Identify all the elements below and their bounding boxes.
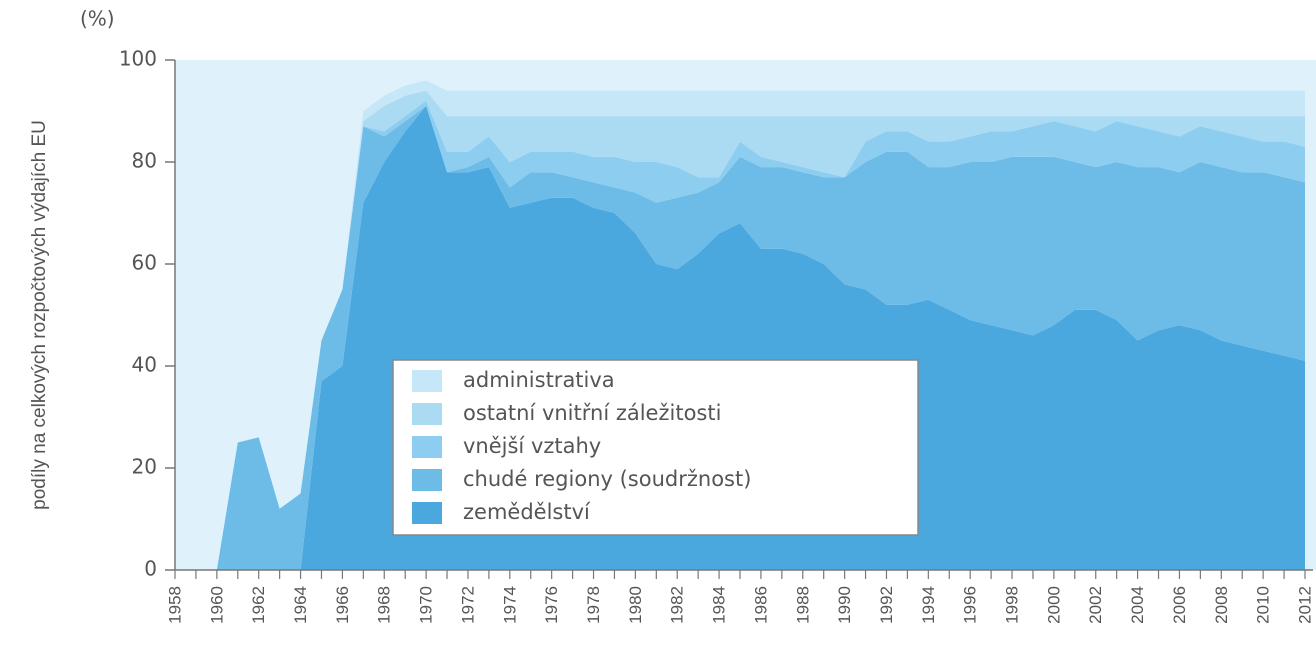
x-tick-label: 1994 xyxy=(919,586,938,624)
x-tick-label: 1978 xyxy=(584,586,603,624)
x-tick-label: 1968 xyxy=(375,586,394,624)
x-tick-label: 1986 xyxy=(751,586,770,624)
x-tick-label: 2006 xyxy=(1170,586,1189,624)
x-tick-label: 1966 xyxy=(333,586,352,624)
legend-swatch xyxy=(412,469,442,491)
y-tick-label: 40 xyxy=(132,353,157,377)
area xyxy=(175,100,1305,571)
x-tick-label: 2008 xyxy=(1212,586,1231,624)
y-tick-label: 0 xyxy=(144,557,157,581)
x-tick-label: 1998 xyxy=(1003,586,1022,624)
y-tick-label: 20 xyxy=(132,455,157,479)
y-unit: (%) xyxy=(80,7,115,31)
x-tick-label: 1958 xyxy=(165,586,184,624)
x-tick-label: 2002 xyxy=(1086,586,1105,624)
legend-label: zemědělství xyxy=(463,500,591,524)
legend-label: vnější vztahy xyxy=(463,434,601,458)
x-tick-label: 1984 xyxy=(710,586,729,624)
x-tick-label: 1962 xyxy=(249,586,268,624)
x-tick-label: 1992 xyxy=(877,586,896,624)
legend-swatch xyxy=(412,436,442,458)
legend: administrativa ostatní vnitřní záležitost… xyxy=(392,359,919,536)
x-tick-label: 2012 xyxy=(1295,586,1314,624)
x-tick-label: 1976 xyxy=(542,586,561,624)
x-tick-label: 1980 xyxy=(626,586,645,624)
legend-swatch xyxy=(412,502,442,524)
legend-label: ostatní vnitřní záležitosti xyxy=(463,401,721,425)
y-axis-label: podíly na celkových rozpočtových výdajíc… xyxy=(29,120,50,510)
legend-label: chudé regiony (soudržnost) xyxy=(463,467,751,491)
x-tick-label: 1970 xyxy=(417,586,436,624)
x-tick-label: 1990 xyxy=(835,586,854,624)
legend-box xyxy=(392,359,919,536)
x-tick-label: 2010 xyxy=(1254,586,1273,624)
legend-swatch xyxy=(412,403,442,425)
x-tick-label: 1974 xyxy=(500,586,519,624)
area xyxy=(175,105,1305,571)
x-tick-label: 2004 xyxy=(1128,586,1147,624)
y-tick-label: 100 xyxy=(119,47,157,71)
y-tick-label: 60 xyxy=(132,251,157,275)
x-tick-label: 1982 xyxy=(668,586,687,624)
x-tick-label: 1964 xyxy=(291,586,310,624)
x-tick-label: 2000 xyxy=(1044,586,1063,624)
legend-label: administrativa xyxy=(463,368,615,392)
legend-swatch xyxy=(412,370,442,392)
x-tick-label: 1960 xyxy=(207,586,226,624)
x-tick-label: 1972 xyxy=(458,586,477,624)
x-tick-label: 1988 xyxy=(793,586,812,624)
x-tick-label: 1996 xyxy=(961,586,980,624)
y-tick-label: 80 xyxy=(132,149,157,173)
